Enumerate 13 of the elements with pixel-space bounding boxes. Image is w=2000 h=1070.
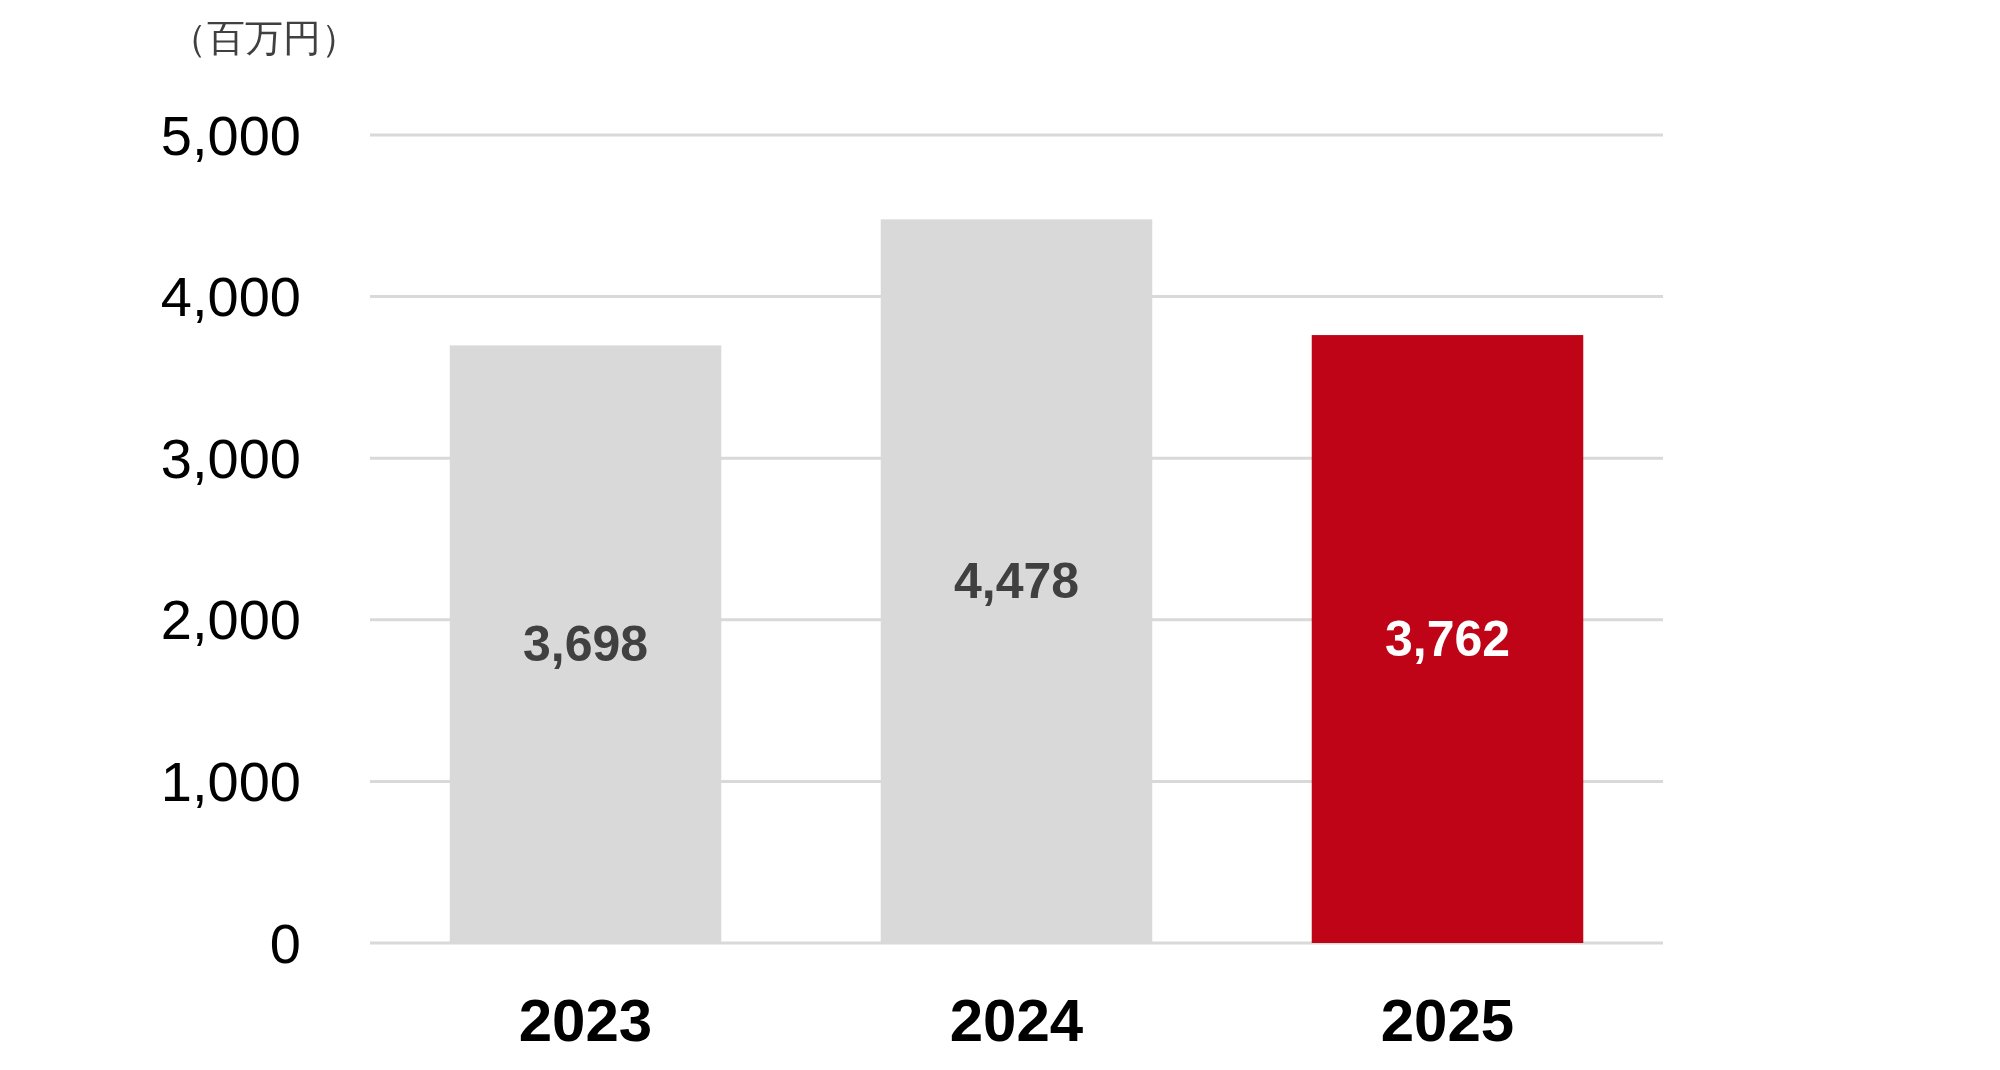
data-label: 4,478 [953, 553, 1080, 610]
data-label: 3,762 [1384, 611, 1511, 668]
y-axis-title: （百万円） [169, 17, 359, 59]
y-tick-label: 4,000 [160, 265, 301, 329]
y-tick-label: 0 [269, 911, 301, 975]
x-tick-label: 2025 [1380, 986, 1515, 1054]
y-tick-label: 3,000 [160, 426, 301, 490]
y-tick-label: 5,000 [160, 103, 301, 167]
x-tick-label: 2024 [949, 986, 1084, 1054]
y-tick-label: 1,000 [160, 749, 301, 813]
x-tick-label: 2023 [518, 986, 653, 1054]
data-label: 3,698 [522, 616, 649, 673]
y-tick-label: 2,000 [160, 588, 301, 652]
